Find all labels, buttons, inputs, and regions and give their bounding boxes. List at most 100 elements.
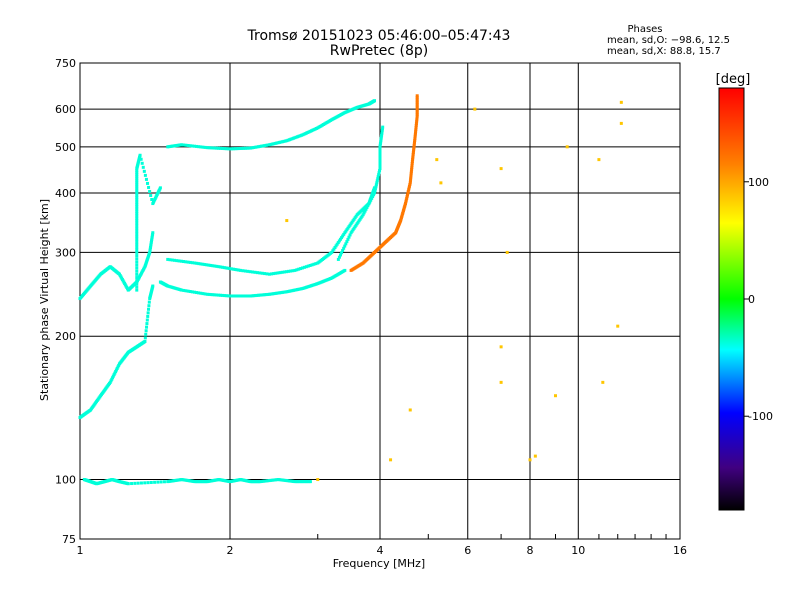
data-point — [153, 480, 157, 484]
data-point — [411, 154, 415, 158]
data-point — [333, 245, 337, 249]
data-point — [251, 270, 255, 274]
data-point — [143, 336, 147, 340]
data-point — [375, 181, 379, 185]
data-point — [135, 288, 139, 292]
y-axis-label: Stationary phase Virtual Height [km] — [38, 199, 51, 401]
data-point — [219, 265, 223, 269]
data-point — [197, 145, 201, 149]
data-point — [213, 293, 217, 297]
data-point — [378, 165, 382, 169]
data-point — [415, 112, 419, 116]
data-point — [186, 289, 190, 293]
data-point — [201, 262, 205, 266]
data-point — [226, 294, 230, 298]
data-point — [150, 239, 154, 243]
data-point — [199, 145, 203, 149]
data-point — [144, 332, 148, 336]
data-point — [308, 263, 312, 267]
data-point — [222, 294, 226, 298]
data-point — [266, 143, 270, 147]
data-point — [372, 193, 376, 197]
data-point — [182, 288, 186, 292]
data-point — [192, 290, 196, 294]
colorbar-label: [deg] — [716, 72, 751, 87]
data-point — [410, 165, 414, 169]
data-point — [415, 120, 419, 124]
data-point — [403, 202, 407, 206]
data-point — [266, 292, 270, 296]
data-point — [367, 202, 371, 206]
data-point — [135, 248, 139, 252]
data-point — [135, 285, 139, 289]
data-point — [414, 127, 418, 131]
data-point — [242, 294, 246, 298]
data-point — [415, 107, 419, 111]
data-point — [180, 288, 184, 292]
data-point — [435, 158, 439, 162]
data-point — [330, 250, 334, 254]
data-point — [263, 144, 267, 148]
data-point — [409, 171, 413, 175]
trace-vertical-spread — [135, 153, 162, 292]
data-point — [145, 322, 149, 326]
data-point — [188, 290, 192, 294]
data-point — [340, 236, 344, 240]
data-point — [297, 267, 301, 271]
data-point — [135, 177, 139, 181]
data-point — [331, 249, 335, 253]
data-point — [150, 236, 154, 240]
data-point — [415, 114, 419, 118]
data-point — [266, 479, 270, 483]
data-point — [374, 185, 378, 189]
data-point — [381, 125, 385, 129]
x-tick-label: 1 — [77, 544, 84, 557]
data-point — [373, 189, 377, 193]
data-point — [362, 211, 366, 215]
data-point — [334, 244, 338, 248]
data-point — [241, 269, 245, 273]
data-point — [230, 267, 234, 271]
data-point — [272, 478, 276, 482]
data-point — [230, 147, 234, 151]
data-point — [143, 481, 147, 485]
data-point — [260, 479, 264, 483]
data-point — [378, 148, 382, 152]
data-point — [184, 260, 188, 264]
data-point — [135, 254, 139, 258]
data-point — [156, 480, 160, 484]
data-point — [159, 480, 163, 484]
data-point — [412, 149, 416, 153]
trace-f1-low-trace — [78, 284, 155, 419]
data-point — [230, 294, 234, 298]
data-point — [415, 99, 419, 103]
data-point — [261, 293, 265, 297]
data-point — [375, 179, 379, 183]
data-point — [224, 294, 228, 298]
data-point — [182, 260, 186, 264]
data-point — [255, 293, 259, 297]
data-point — [264, 143, 268, 147]
data-point — [151, 284, 155, 288]
data-point — [135, 193, 139, 197]
x-tick-label: 16 — [673, 544, 687, 557]
data-point — [415, 104, 419, 108]
data-point — [258, 293, 262, 297]
data-point — [242, 146, 246, 150]
chart-subtitle: RwPretec (8p) — [330, 43, 428, 59]
data-point — [148, 245, 152, 249]
data-point — [415, 116, 419, 120]
data-point — [224, 147, 228, 151]
data-point — [410, 160, 414, 164]
data-point — [113, 371, 117, 375]
data-point — [380, 132, 384, 136]
data-point — [314, 262, 318, 266]
trace-f-layer-rise — [336, 125, 385, 261]
data-point — [130, 482, 134, 486]
data-point — [151, 232, 155, 236]
data-point — [412, 145, 416, 149]
data-point — [233, 267, 237, 271]
data-point — [261, 479, 265, 483]
data-point — [256, 145, 260, 149]
x-tick-label: 6 — [464, 544, 471, 557]
